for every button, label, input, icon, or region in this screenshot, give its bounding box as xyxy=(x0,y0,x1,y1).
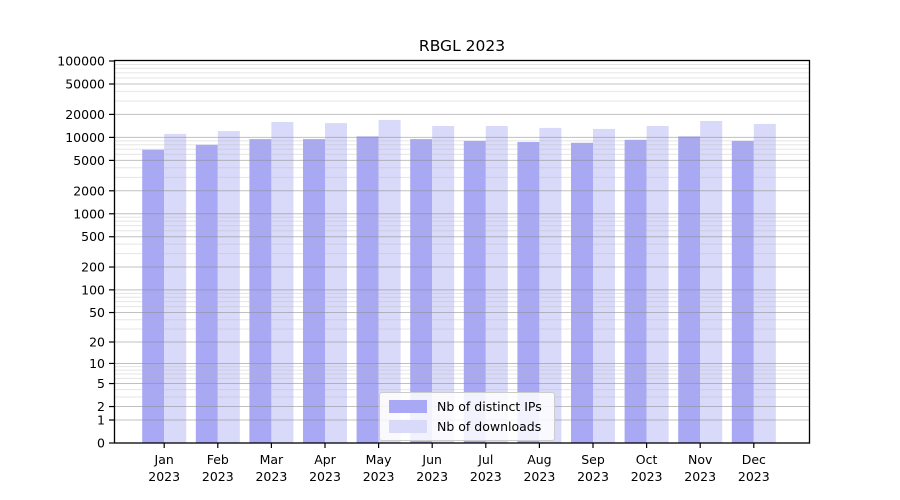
bar-distinct-ips-oct xyxy=(624,139,647,443)
x-tick-label-year: 2023 xyxy=(416,469,448,484)
bar-distinct-ips-feb xyxy=(195,144,218,443)
x-tick-label-month: Feb xyxy=(207,452,229,467)
x-tick-label-year: 2023 xyxy=(148,469,180,484)
x-tick-label-year: 2023 xyxy=(738,469,770,484)
bar-distinct-ips-jul xyxy=(463,140,486,443)
x-tick-label-year: 2023 xyxy=(255,469,287,484)
y-tick-label: 1 xyxy=(97,413,105,428)
bar-downloads-mar xyxy=(271,122,294,444)
y-tick-label: 500 xyxy=(81,229,105,244)
bar-distinct-ips-sep xyxy=(571,142,593,443)
x-tick-label-month: May xyxy=(366,452,392,467)
bar-downloads-jan xyxy=(164,133,187,443)
bar-distinct-ips-apr xyxy=(303,139,325,443)
x-tick-label-year: 2023 xyxy=(684,469,716,484)
legend-label-distinct-ips: Nb of distinct IPs xyxy=(437,399,542,414)
y-tick-label: 5 xyxy=(97,376,105,391)
y-tick-label: 50 xyxy=(89,305,105,320)
y-tick-label: 5000 xyxy=(73,153,105,168)
x-tick-label-month: Apr xyxy=(314,452,336,467)
x-tick-label-year: 2023 xyxy=(577,469,609,484)
bar-downloads-apr xyxy=(325,123,347,444)
y-tick-label: 10000 xyxy=(65,130,105,145)
x-tick-label-year: 2023 xyxy=(470,469,502,484)
y-tick-label: 20000 xyxy=(65,107,105,122)
x-tick-label-year: 2023 xyxy=(363,469,395,484)
y-tick-label: 100 xyxy=(81,282,105,297)
y-tick-label: 100000 xyxy=(57,54,105,69)
x-tick-label-month: Jul xyxy=(477,452,493,467)
bar-distinct-ips-mar xyxy=(249,139,272,443)
y-tick-label: 2000 xyxy=(73,183,105,198)
legend: Nb of distinct IPs Nb of downloads xyxy=(379,392,555,441)
y-tick-label: 10 xyxy=(89,356,105,371)
x-tick-label-year: 2023 xyxy=(523,469,555,484)
plot-border xyxy=(113,59,811,444)
bar-downloads-nov xyxy=(700,120,723,443)
bar-distinct-ips-jun xyxy=(410,139,433,443)
x-tick-label-year: 2023 xyxy=(631,469,663,484)
bar-distinct-ips-jan xyxy=(142,149,165,443)
y-tick-label: 1000 xyxy=(73,206,105,221)
bar-distinct-ips-dec xyxy=(731,140,754,443)
x-tick-label-month: Jan xyxy=(154,452,174,467)
bar-downloads-sep xyxy=(593,128,615,443)
x-tick-label-month: Nov xyxy=(688,452,713,467)
x-tick-label-month: Jun xyxy=(421,452,442,467)
x-tick-label-month: Aug xyxy=(527,452,551,467)
x-tick-label-month: Mar xyxy=(260,452,284,467)
bar-downloads-feb xyxy=(217,131,240,443)
y-tick-label: 2 xyxy=(97,399,105,414)
y-tick-label: 200 xyxy=(81,260,105,275)
y-tick-label: 20 xyxy=(89,334,105,349)
y-tick-label: 0 xyxy=(97,436,105,451)
legend-swatch-distinct-ips xyxy=(389,400,427,413)
legend-label-downloads: Nb of downloads xyxy=(437,419,542,434)
legend-item-distinct-ips: Nb of distinct IPs xyxy=(389,399,542,414)
bar-downloads-aug xyxy=(539,127,562,443)
legend-swatch-downloads xyxy=(389,420,427,433)
bar-downloads-dec xyxy=(753,123,776,443)
x-tick-label-year: 2023 xyxy=(309,469,341,484)
legend-item-downloads: Nb of downloads xyxy=(389,419,542,434)
x-tick-label-month: Dec xyxy=(742,452,766,467)
bar-downloads-oct xyxy=(646,125,669,443)
y-tick-label: 50000 xyxy=(65,76,105,91)
chart-title: RBGL 2023 xyxy=(419,37,505,55)
x-tick-label-year: 2023 xyxy=(202,469,234,484)
bar-downloads-may xyxy=(378,119,401,444)
bar-distinct-ips-aug xyxy=(517,142,540,443)
x-tick-label-month: Sep xyxy=(581,452,605,467)
x-tick-label-month: Oct xyxy=(636,452,658,467)
